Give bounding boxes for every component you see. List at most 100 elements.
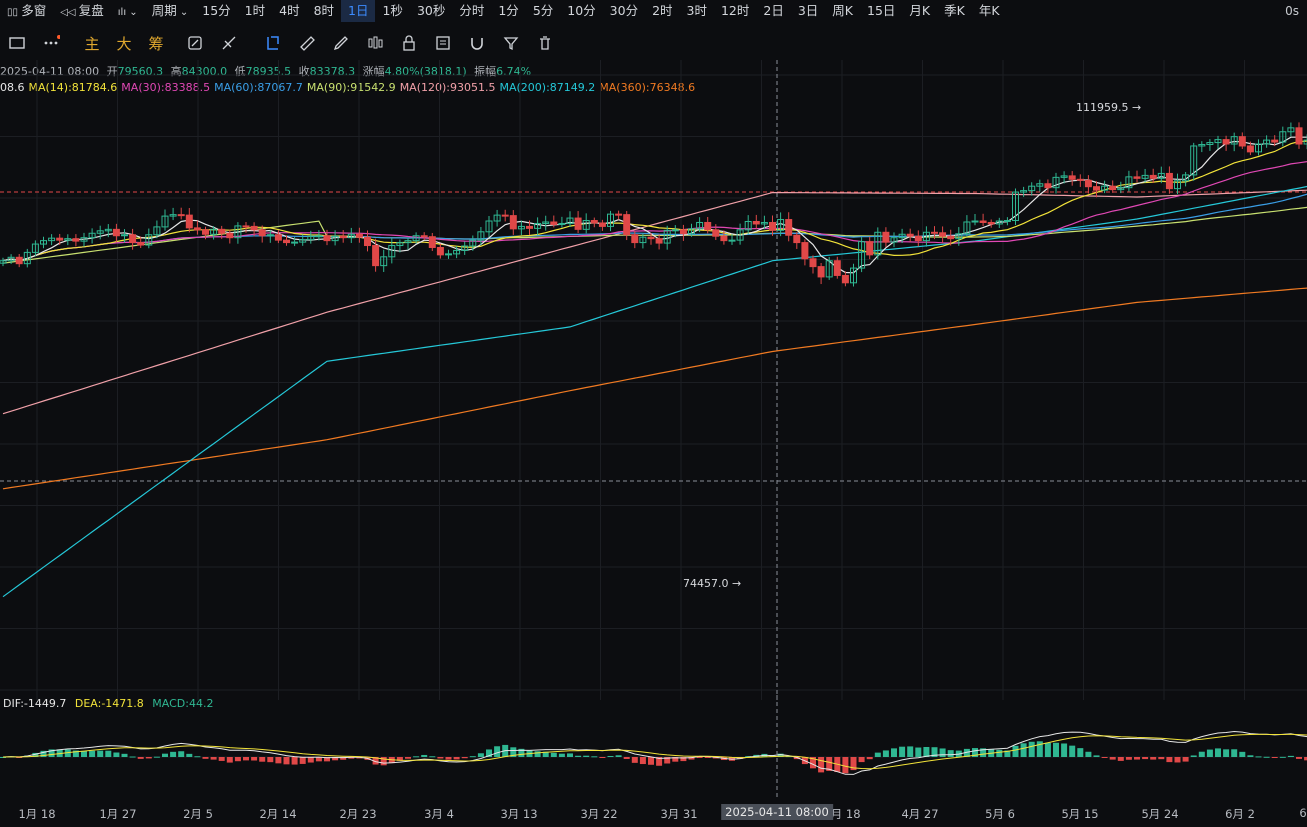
indicator-button[interactable]: ılı ⌄ xyxy=(111,0,145,22)
notes-tool[interactable] xyxy=(426,29,460,57)
candle xyxy=(752,221,760,225)
time-tick-label: 6月 2 xyxy=(1225,807,1255,821)
macd-bar xyxy=(89,750,96,757)
ma-legend-item: MA(14):81784.6 xyxy=(28,81,118,94)
time-tick-label: 5月 6 xyxy=(985,807,1015,821)
candle xyxy=(1295,127,1303,145)
candle xyxy=(1238,136,1246,147)
period-23[interactable]: 月K xyxy=(909,3,931,18)
macd-bar xyxy=(299,757,306,764)
brush-tool[interactable] xyxy=(212,29,246,57)
period-10[interactable]: 30秒 xyxy=(416,3,446,18)
ma-legend-item: 08.6 xyxy=(0,81,25,94)
macd-bar xyxy=(1287,755,1294,757)
candle xyxy=(704,221,712,231)
macd-bar xyxy=(267,757,274,763)
candle xyxy=(1157,172,1165,179)
macd-bar xyxy=(210,757,217,760)
candle xyxy=(161,215,169,228)
period-17[interactable]: 3时 xyxy=(686,3,707,18)
brush-icon xyxy=(220,34,238,52)
magnet-tool[interactable] xyxy=(460,29,494,57)
candle xyxy=(1068,175,1076,180)
period-22[interactable]: 15日 xyxy=(867,3,896,18)
grid-icon: ▯▯ xyxy=(7,7,22,18)
toolbar-text-button[interactable]: 大 xyxy=(116,34,132,53)
ruler-tool[interactable] xyxy=(290,29,324,57)
high-label: 高 xyxy=(170,65,182,78)
toolbar-text-button[interactable]: 主 xyxy=(84,34,100,53)
rewind-button[interactable]: ◁◁ 复盘 xyxy=(60,3,104,18)
ma-legend-item: MA(360):76348.6 xyxy=(599,81,696,94)
period-19[interactable]: 2日 xyxy=(763,3,784,18)
macd-chart[interactable] xyxy=(0,695,1307,800)
period-20[interactable]: 3日 xyxy=(797,3,819,18)
candle-icon xyxy=(366,34,384,52)
candle xyxy=(526,225,533,229)
period-14[interactable]: 10分 xyxy=(567,3,596,18)
candle xyxy=(1003,220,1011,223)
indicator-edit-tool[interactable] xyxy=(178,29,212,57)
low-label: 低 xyxy=(234,65,246,78)
macd-bar xyxy=(1166,757,1173,763)
rectangle-tool[interactable] xyxy=(0,29,34,57)
grid-button[interactable]: ▯▯ 多窗 xyxy=(7,3,47,18)
macd-bar xyxy=(137,757,144,759)
period-24[interactable]: 季K xyxy=(944,3,965,18)
candle xyxy=(339,235,347,239)
period-16[interactable]: 2时 xyxy=(652,3,673,18)
lock-tool[interactable] xyxy=(392,29,426,57)
candle xyxy=(1117,187,1125,191)
crosshair-time-label: 2025-04-11 08:00 xyxy=(721,804,833,820)
toolbar-text-button[interactable]: 筹 xyxy=(148,34,164,53)
period-11[interactable]: 分时 xyxy=(459,3,485,18)
price-chart[interactable] xyxy=(0,60,1307,700)
period-25[interactable]: 年K xyxy=(978,3,1000,18)
candle xyxy=(898,233,906,239)
time-tick-label: 3月 22 xyxy=(580,807,618,821)
macd-bar xyxy=(1182,757,1189,762)
dea-line xyxy=(2,733,1307,770)
candle xyxy=(1190,145,1198,176)
ma200-line xyxy=(2,185,1307,598)
trash-tool[interactable] xyxy=(528,29,562,57)
candle-tool[interactable] xyxy=(358,29,392,57)
macd-bar xyxy=(842,757,849,774)
candle xyxy=(728,239,736,242)
macd-bar xyxy=(1271,757,1278,758)
macd-bar xyxy=(550,752,557,757)
period-12[interactable]: 1分 xyxy=(498,3,519,18)
period-5[interactable]: 1时 xyxy=(244,3,266,18)
period-15[interactable]: 30分 xyxy=(609,3,639,18)
candle xyxy=(1287,127,1295,133)
select-tool[interactable] xyxy=(256,29,290,57)
period-8[interactable]: 1日 xyxy=(341,0,376,22)
period-3[interactable]: 周期 ⌄ xyxy=(151,3,189,18)
filter-tool[interactable] xyxy=(494,29,528,57)
candle xyxy=(493,214,501,222)
macd-bar xyxy=(113,752,120,757)
period-4[interactable]: 15分 xyxy=(202,3,231,18)
candle xyxy=(1044,183,1052,189)
candle xyxy=(7,256,15,262)
period-9[interactable]: 1秒 xyxy=(382,3,403,18)
macd-bar xyxy=(275,757,282,764)
period-21[interactable]: 周K xyxy=(832,3,853,18)
period-18[interactable]: 12时 xyxy=(720,3,750,18)
candle xyxy=(963,221,971,235)
macd-bar xyxy=(226,757,233,763)
period-13[interactable]: 5分 xyxy=(532,3,554,18)
candle xyxy=(193,227,201,231)
candle xyxy=(291,241,299,244)
candle xyxy=(1125,176,1133,189)
macd-bar xyxy=(162,753,168,757)
candle xyxy=(501,214,509,217)
candle xyxy=(453,249,461,255)
period-6[interactable]: 4时 xyxy=(279,3,300,18)
macd-bar xyxy=(202,757,209,759)
more-tool[interactable] xyxy=(34,29,68,57)
macd-bar xyxy=(332,757,339,761)
macd-bar xyxy=(348,757,355,759)
period-7[interactable]: 8时 xyxy=(313,3,335,18)
pen-tool[interactable] xyxy=(324,29,358,57)
